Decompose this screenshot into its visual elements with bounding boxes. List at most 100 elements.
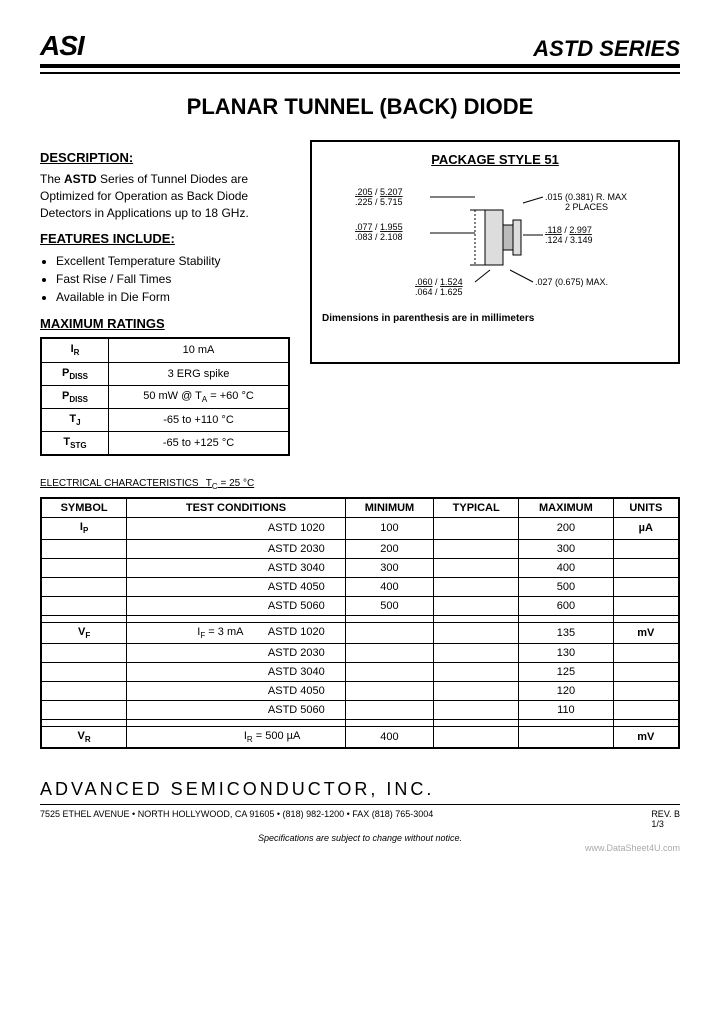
rating-sym: PDISS bbox=[41, 362, 109, 385]
cell-unit bbox=[613, 577, 679, 596]
cell-max: 500 bbox=[519, 577, 613, 596]
cell-cond: ASTD 4050 bbox=[127, 681, 346, 700]
description-text: The ASTD Series of Tunnel Diodes are Opt… bbox=[40, 171, 290, 221]
svg-text:.083 / 2.108: .083 / 2.108 bbox=[355, 232, 403, 242]
cell-unit bbox=[613, 719, 679, 726]
cell-cond: ASTD 5060 bbox=[127, 700, 346, 719]
col-symbol: SYMBOL bbox=[41, 498, 127, 518]
revision: REV. B1/3 bbox=[651, 809, 680, 829]
cell-min: 400 bbox=[345, 726, 433, 748]
cell-cond: ASTD 5060 bbox=[127, 596, 346, 615]
watermark: www.DataSheet4U.com bbox=[40, 843, 680, 853]
cell-typ bbox=[434, 643, 519, 662]
cell-sym: VF bbox=[41, 622, 127, 643]
cell-typ bbox=[434, 558, 519, 577]
cell-cond: ASTD 1020 bbox=[127, 518, 346, 539]
svg-text:.015 (0.381) R. MAX: .015 (0.381) R. MAX bbox=[545, 192, 627, 202]
cell-sym: VR bbox=[41, 726, 127, 748]
cell-sym bbox=[41, 596, 127, 615]
rating-sym: TSTG bbox=[41, 432, 109, 456]
logo: ASI bbox=[40, 30, 84, 62]
cell-max: 400 bbox=[519, 558, 613, 577]
cell-unit: µA bbox=[613, 518, 679, 539]
cell-unit: mV bbox=[613, 622, 679, 643]
cell-min bbox=[345, 719, 433, 726]
cell-typ bbox=[434, 726, 519, 748]
cell-min bbox=[345, 643, 433, 662]
col-min: MINIMUM bbox=[345, 498, 433, 518]
cell-sym bbox=[41, 558, 127, 577]
cell-typ bbox=[434, 518, 519, 539]
footer-note: Specifications are subject to change wit… bbox=[40, 833, 680, 843]
features-heading: FEATURES INCLUDE: bbox=[40, 231, 290, 246]
svg-text:.118 / 2.997: .118 / 2.997 bbox=[545, 225, 592, 235]
cell-min: 500 bbox=[345, 596, 433, 615]
cell-typ bbox=[434, 662, 519, 681]
cell-cond: IR = 500 µA bbox=[127, 726, 346, 748]
ratings-heading: MAXIMUM RATINGS bbox=[40, 316, 290, 331]
cell-typ bbox=[434, 719, 519, 726]
ratings-table: IR10 mA PDISS3 ERG spike PDISS50 mW @ TA… bbox=[40, 337, 290, 456]
page-title: PLANAR TUNNEL (BACK) DIODE bbox=[40, 94, 680, 120]
cell-unit: mV bbox=[613, 726, 679, 748]
svg-text:.225 / 5.715: .225 / 5.715 bbox=[355, 197, 403, 207]
cell-max: 200 bbox=[519, 518, 613, 539]
company-name: ADVANCED SEMICONDUCTOR, INC. bbox=[40, 779, 680, 805]
features-list: Excellent Temperature Stability Fast Ris… bbox=[40, 252, 290, 306]
cell-unit bbox=[613, 700, 679, 719]
col-max: MAXIMUM bbox=[519, 498, 613, 518]
cell-unit bbox=[613, 643, 679, 662]
cell-typ bbox=[434, 615, 519, 622]
cell-sym bbox=[41, 615, 127, 622]
cell-min bbox=[345, 700, 433, 719]
cell-cond: ASTD 2030 bbox=[127, 539, 346, 558]
col-conditions: TEST CONDITIONS bbox=[127, 498, 346, 518]
cell-cond: ASTD 3040 bbox=[127, 662, 346, 681]
cell-typ bbox=[434, 596, 519, 615]
svg-text:.124 / 3.149: .124 / 3.149 bbox=[545, 235, 593, 245]
cell-cond bbox=[127, 719, 346, 726]
package-title: PACKAGE STYLE 51 bbox=[322, 152, 668, 167]
svg-text:.077 / 1.955: .077 / 1.955 bbox=[355, 222, 403, 232]
rating-val: 3 ERG spike bbox=[109, 362, 290, 385]
cell-min: 400 bbox=[345, 577, 433, 596]
cell-cond: IF = 3 mA ASTD 1020 bbox=[127, 622, 346, 643]
rating-sym: IR bbox=[41, 338, 109, 362]
cell-sym bbox=[41, 577, 127, 596]
cell-cond: ASTD 3040 bbox=[127, 558, 346, 577]
feature-item: Fast Rise / Fall Times bbox=[56, 270, 290, 288]
cell-typ bbox=[434, 681, 519, 700]
package-diagram: .205 / 5.207 .225 / 5.715 .077 / 1.955 .… bbox=[335, 175, 655, 305]
rating-val: 10 mA bbox=[109, 338, 290, 362]
cell-max: 300 bbox=[519, 539, 613, 558]
cell-min: 300 bbox=[345, 558, 433, 577]
cell-max: 110 bbox=[519, 700, 613, 719]
cell-min: 200 bbox=[345, 539, 433, 558]
series-title: ASTD SERIES bbox=[533, 36, 680, 62]
cell-cond: ASTD 4050 bbox=[127, 577, 346, 596]
package-note: Dimensions in parenthesis are in millime… bbox=[322, 313, 668, 324]
feature-item: Available in Die Form bbox=[56, 288, 290, 306]
cell-typ bbox=[434, 577, 519, 596]
cell-unit bbox=[613, 596, 679, 615]
cell-max bbox=[519, 719, 613, 726]
rating-val: -65 to +125 °C bbox=[109, 432, 290, 456]
cell-max: 135 bbox=[519, 622, 613, 643]
cell-unit bbox=[613, 615, 679, 622]
cell-unit bbox=[613, 539, 679, 558]
rating-val: -65 to +110 °C bbox=[109, 408, 290, 431]
cell-min bbox=[345, 615, 433, 622]
cell-typ bbox=[434, 539, 519, 558]
cell-min: 100 bbox=[345, 518, 433, 539]
svg-text:.205 / 5.207: .205 / 5.207 bbox=[355, 187, 403, 197]
cell-unit bbox=[613, 681, 679, 700]
cell-max: 125 bbox=[519, 662, 613, 681]
cell-typ bbox=[434, 700, 519, 719]
feature-item: Excellent Temperature Stability bbox=[56, 252, 290, 270]
rating-sym: TJ bbox=[41, 408, 109, 431]
address: 7525 ETHEL AVENUE • NORTH HOLLYWOOD, CA … bbox=[40, 809, 433, 829]
cell-max: 600 bbox=[519, 596, 613, 615]
svg-text:.064 / 1.625: .064 / 1.625 bbox=[415, 287, 463, 297]
description-heading: DESCRIPTION: bbox=[40, 150, 290, 165]
cell-sym bbox=[41, 643, 127, 662]
